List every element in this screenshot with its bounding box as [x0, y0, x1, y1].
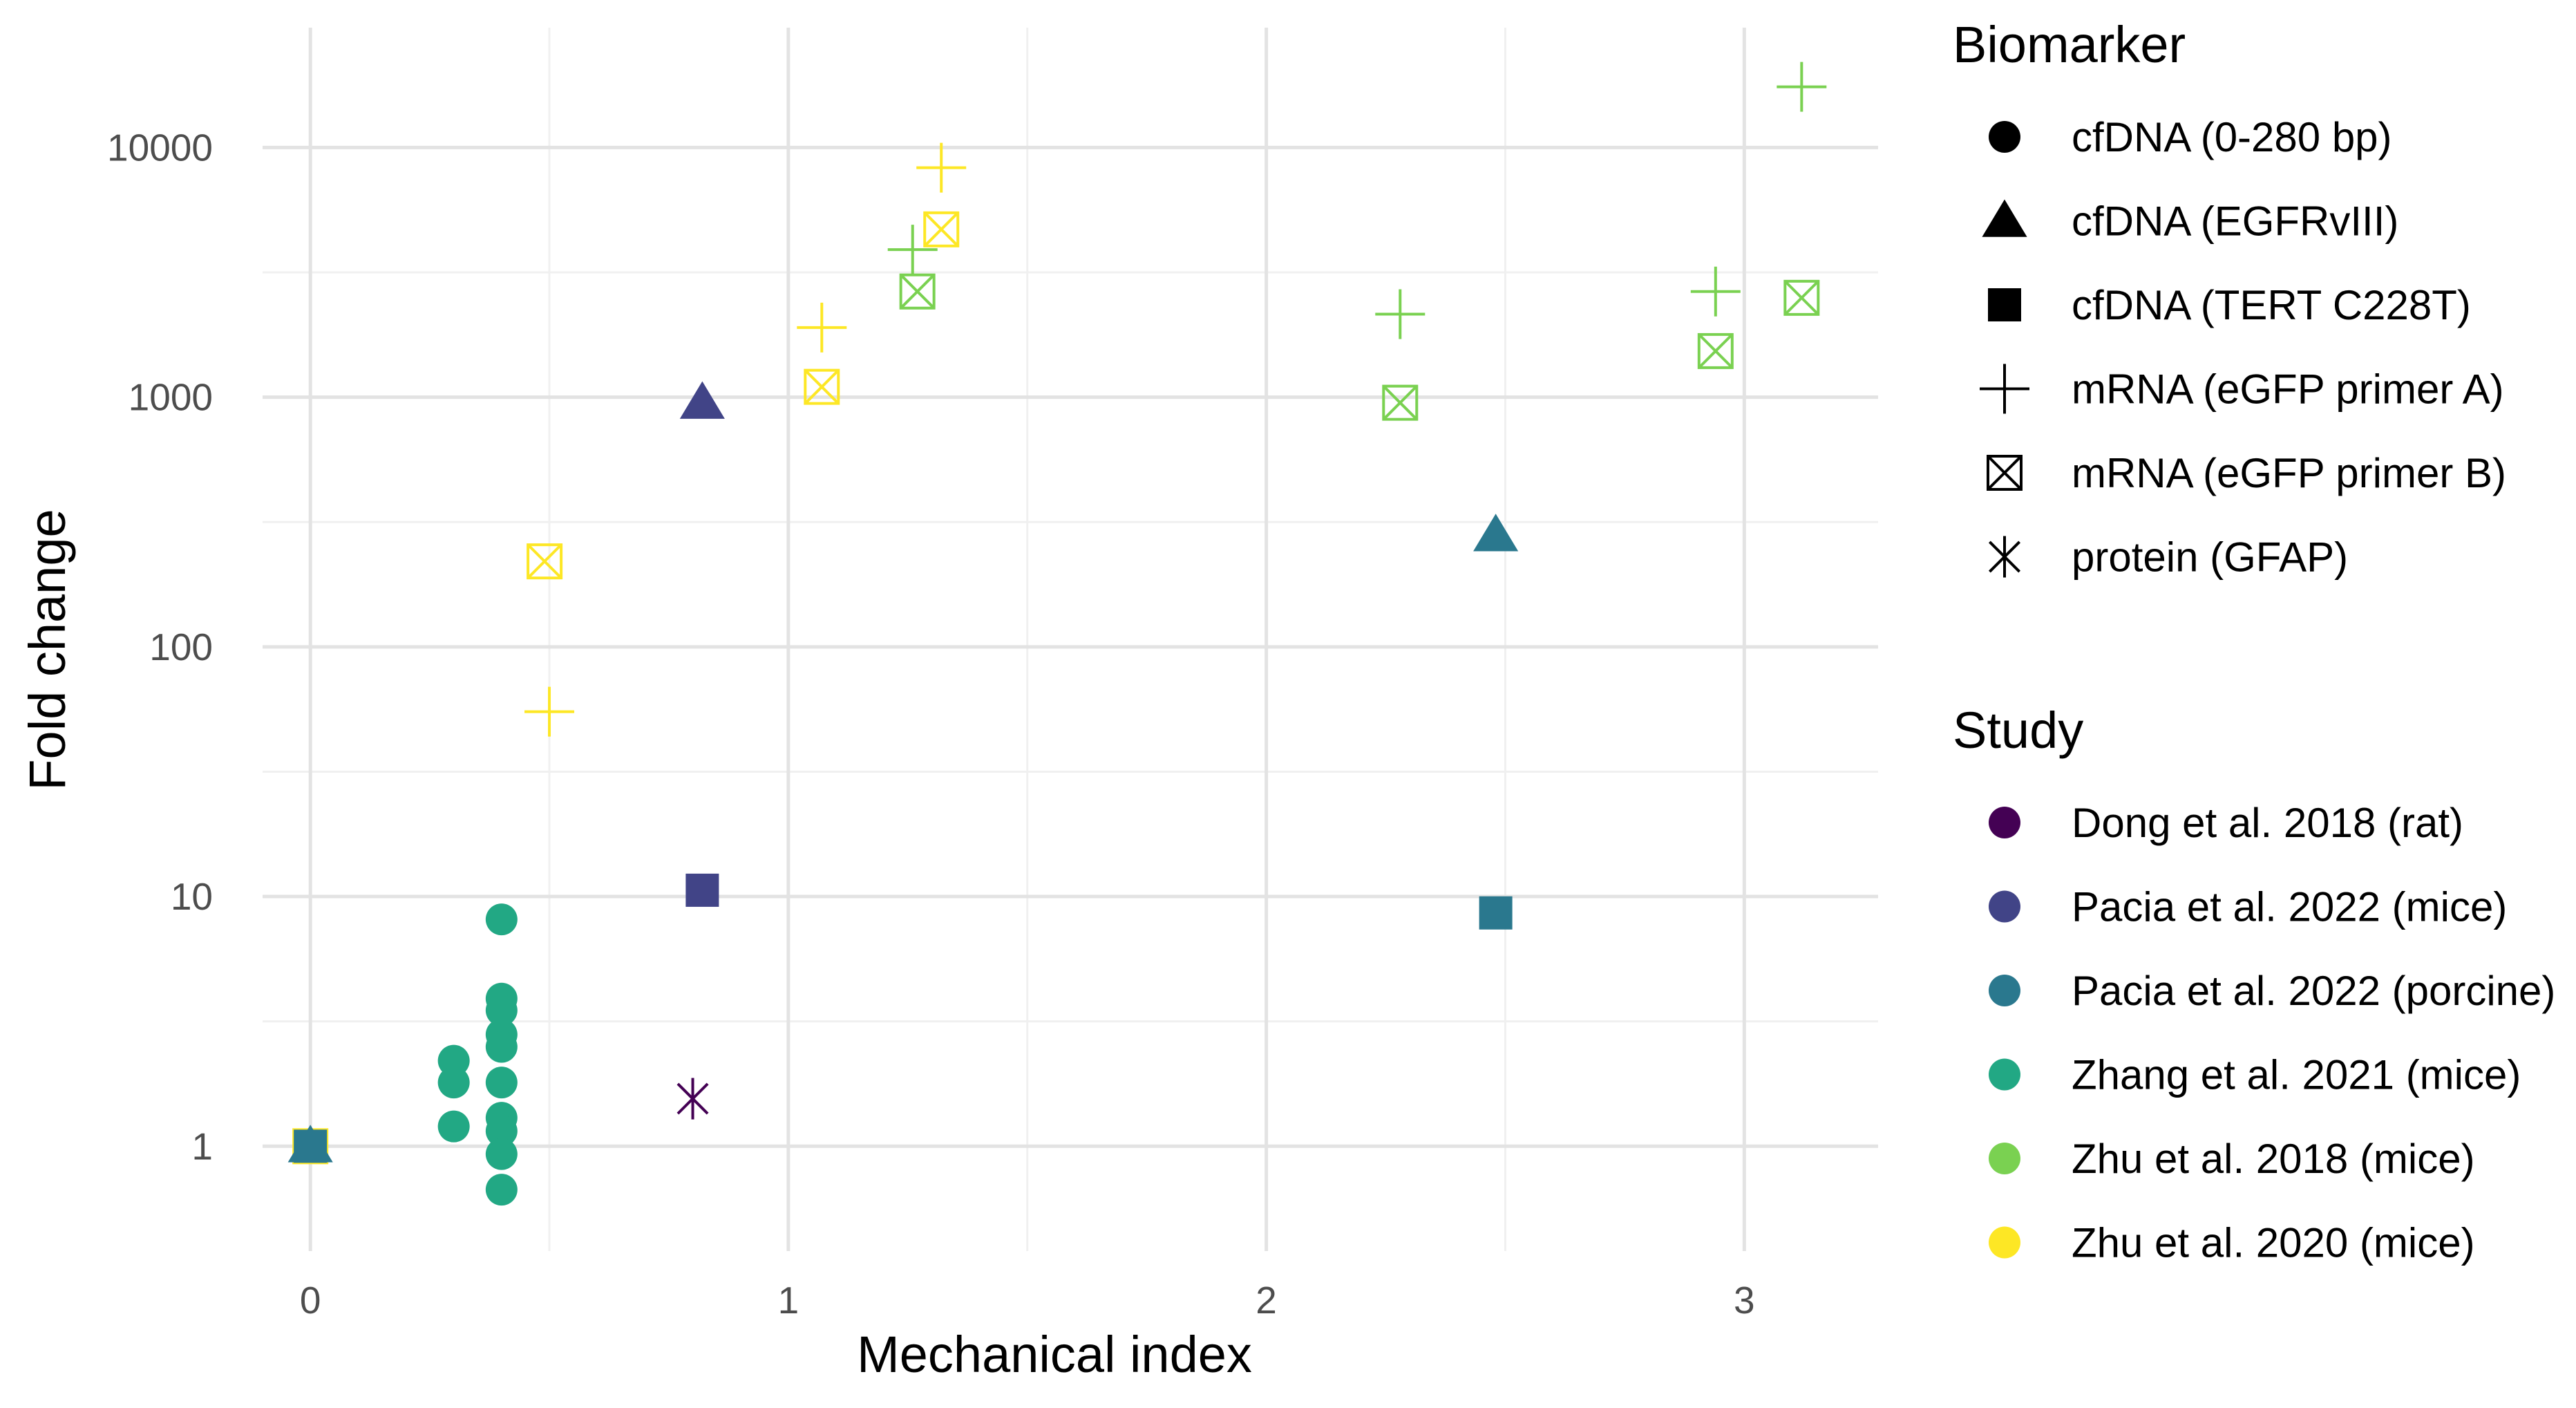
y-axis-tick-labels: 1 10 100 1000 10000 — [107, 126, 213, 1167]
legend-key-asterisk — [1988, 536, 2021, 578]
x-tick-label: 3 — [1734, 1279, 1755, 1322]
y-tick-label: 10000 — [107, 126, 213, 169]
legend-biomarker-label: mRNA (eGFP primer A) — [2072, 366, 2504, 413]
legend-key-plus — [1980, 364, 2029, 414]
data-point — [804, 368, 840, 405]
data-point — [437, 1110, 470, 1143]
legend-biomarker-label: cfDNA (TERT C228T) — [2072, 282, 2471, 328]
data-point — [685, 873, 719, 907]
data-point — [485, 1115, 518, 1147]
y-tick-label: 10 — [171, 875, 213, 918]
data-point — [1783, 279, 1820, 316]
legend-biomarker-label: protein (GFAP) — [2072, 534, 2348, 581]
data-point — [485, 1174, 518, 1206]
legend-biomarker-label: cfDNA (0-280 bp) — [2072, 114, 2392, 160]
data-point — [887, 225, 938, 275]
data-point — [679, 381, 725, 419]
legend-study-label: Pacia et al. 2022 (porcine) — [2072, 968, 2555, 1014]
y-axis-title: Fold change — [19, 509, 76, 790]
data-point — [1375, 289, 1426, 339]
legend-biomarker-label: mRNA (eGFP primer B) — [2072, 450, 2506, 496]
legend-key-boxx — [1987, 455, 2023, 491]
legend-key-study-swatch — [1989, 1226, 2020, 1259]
data-point — [485, 1138, 518, 1170]
legend-study: Study Dong et al. 2018 (rat) Pacia et al.… — [1953, 702, 2555, 1266]
y-tick-label: 100 — [149, 626, 213, 668]
legend-study-title: Study — [1953, 702, 2083, 759]
legend-key-circle — [1989, 121, 2020, 153]
data-point — [1777, 62, 1827, 112]
data-point — [676, 1078, 709, 1120]
legend-key-study-swatch — [1989, 890, 2020, 923]
y-tick-label: 1000 — [129, 376, 213, 419]
data-point — [923, 211, 960, 247]
legend-study-label: Dong et al. 2018 (rat) — [2072, 800, 2463, 846]
legend-study-label: Zhang et al. 2021 (mice) — [2072, 1052, 2521, 1098]
data-point — [287, 1125, 333, 1163]
x-axis-tick-labels: 0 1 2 3 — [300, 1279, 1755, 1322]
x-tick-label: 0 — [300, 1279, 321, 1322]
data-point — [485, 994, 518, 1026]
data-point — [1473, 514, 1519, 552]
legend-key-study-swatch — [1989, 807, 2020, 838]
data-point — [437, 1044, 470, 1077]
legend-key-study-swatch — [1989, 1058, 2020, 1091]
x-tick-label: 2 — [1256, 1279, 1277, 1322]
legend-study-label: Zhu et al. 2018 (mice) — [2072, 1136, 2475, 1182]
data-point — [485, 1031, 518, 1063]
data-point — [1690, 266, 1741, 317]
x-axis-title: Mechanical index — [857, 1326, 1252, 1383]
data-point — [1382, 384, 1419, 421]
data-point — [527, 543, 563, 580]
y-tick-label: 1 — [191, 1125, 213, 1167]
legend-biomarker: Biomarker cfDNA (0-280 bp) cfDNA (EGFRvII… — [1953, 16, 2506, 581]
data-point — [524, 686, 575, 737]
data-point — [797, 302, 847, 353]
data-points — [287, 62, 1827, 1206]
data-point — [485, 903, 518, 936]
data-point — [485, 1067, 518, 1099]
legend-biomarker-title: Biomarker — [1953, 16, 2186, 73]
legend-key-study-swatch — [1989, 1143, 2020, 1174]
x-tick-label: 1 — [778, 1279, 799, 1322]
major-gridlines — [263, 28, 1878, 1251]
legend-key-square — [1988, 288, 2021, 321]
data-point — [916, 142, 967, 193]
legend-study-label: Zhu et al. 2020 (mice) — [2072, 1220, 2475, 1266]
legend-study-label: Pacia et al. 2022 (mice) — [2072, 884, 2507, 930]
legend-key-study-swatch — [1989, 975, 2020, 1006]
data-point — [899, 273, 936, 310]
data-point — [1479, 896, 1513, 930]
minor-gridlines — [263, 28, 1878, 1251]
legend-biomarker-label: cfDNA (EGFRvIII) — [2072, 198, 2398, 245]
legend-key-triangle — [1982, 199, 2027, 237]
data-point — [1697, 332, 1734, 369]
data-point — [437, 1067, 470, 1099]
